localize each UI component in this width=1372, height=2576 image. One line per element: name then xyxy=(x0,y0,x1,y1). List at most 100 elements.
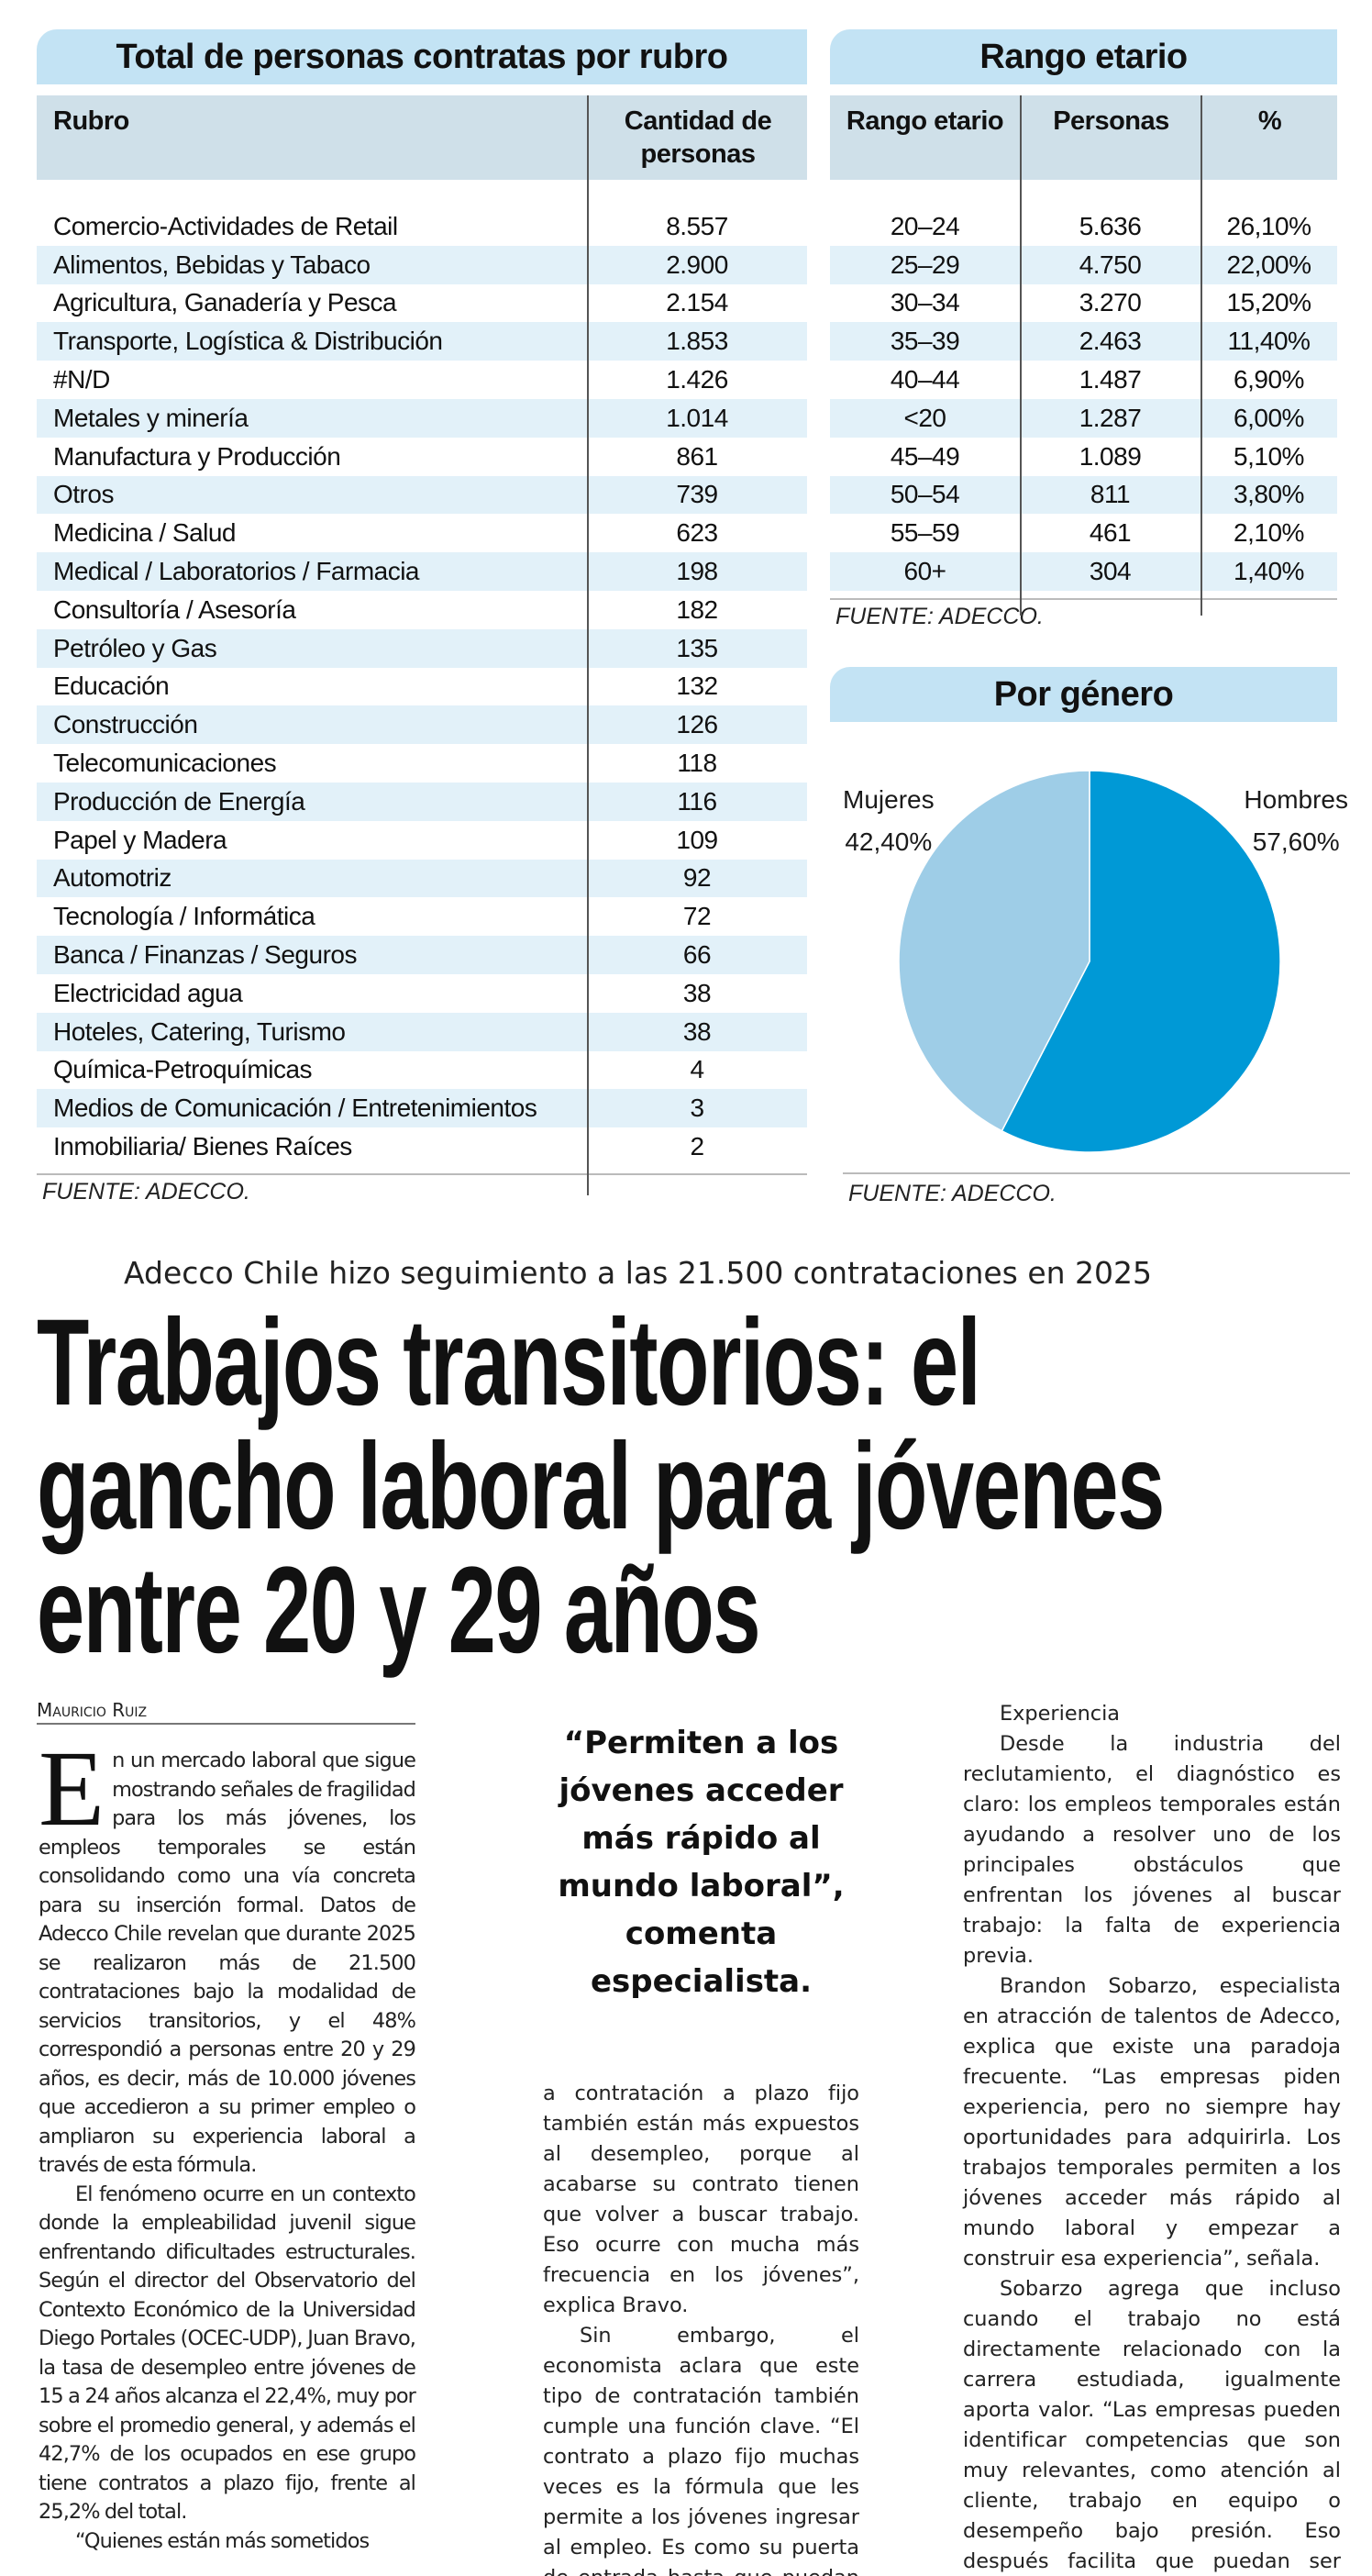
cantidad-cell: 72 xyxy=(682,902,712,931)
rubro-cell: #N/D xyxy=(53,365,110,394)
cantidad-cell: 623 xyxy=(676,518,718,548)
rubro-cell: Medios de Comunicación / Entretenimiento… xyxy=(53,1094,537,1123)
porcentaje-cell: 26,10% xyxy=(1226,211,1311,240)
rubro-cell: Construcción xyxy=(53,710,198,739)
table-row: Medios de Comunicación / Entretenimiento… xyxy=(37,1089,807,1128)
table-row: Hoteles, Catering, Turismo 38 xyxy=(37,1012,807,1051)
table-row: Educación 132 xyxy=(37,668,807,706)
pie-chart xyxy=(898,770,1281,1153)
rubro-cell: Química-Petroquímicas xyxy=(53,1055,313,1084)
porcentaje-cell: 2,10% xyxy=(1234,518,1304,548)
rubro-table-header: Rubro Cantidad de personas xyxy=(37,95,807,180)
cantidad-cell: 2.154 xyxy=(666,288,728,317)
table-row: 30–34 3.270 15,20% xyxy=(830,284,1337,323)
personas-cell: 304 xyxy=(1089,557,1132,586)
rubro-cell: Alimentos, Bebidas y Tabaco xyxy=(53,250,371,279)
rango-cell: 35–39 xyxy=(890,327,960,356)
divider xyxy=(830,597,1337,600)
table-row: Comercio-Actividades de Retail 8.557 xyxy=(37,207,807,246)
rubro-cell: Hoteles, Catering, Turismo xyxy=(53,1016,346,1046)
headline-line: gancho laboral para jóvenes xyxy=(37,1418,1165,1555)
table-row: Petróleo y Gas 135 xyxy=(37,628,807,668)
table-row: Papel y Madera 109 xyxy=(37,821,807,860)
table-row: Producción de Energía 116 xyxy=(37,782,807,821)
rubro-cell: Producción de Energía xyxy=(53,786,305,816)
pie-slice-mujeres xyxy=(898,770,1090,1132)
pull-quote: “Permiten a los jóvenes acceder más rápi… xyxy=(558,1725,845,2000)
table-row: Medical / Laboratorios / Farmacia 198 xyxy=(37,552,807,591)
cantidad-cell: 132 xyxy=(676,672,718,701)
cantidad-cell: 4 xyxy=(690,1055,704,1084)
rubro-cell: Manufactura y Producción xyxy=(53,441,341,471)
byline: Mauricio Ruiz xyxy=(37,1699,415,1725)
porcentaje-cell: 15,20% xyxy=(1226,288,1311,317)
personas-cell: 1.487 xyxy=(1079,365,1142,394)
rango-cell: 40–44 xyxy=(890,365,960,394)
header-rubro: Rubro xyxy=(53,106,129,136)
cantidad-cell: 66 xyxy=(682,940,712,970)
rubro-cell: Papel y Madera xyxy=(53,825,227,854)
personas-cell: 2.463 xyxy=(1079,327,1142,356)
porcentaje-cell: 22,00% xyxy=(1226,250,1311,279)
hombres-value: 57,60% xyxy=(1252,827,1340,856)
header-cantidad: Cantidad de personas xyxy=(587,95,807,180)
rango-cell: 60+ xyxy=(903,557,947,586)
cantidad-cell: 739 xyxy=(676,480,718,509)
cantidad-cell: 3 xyxy=(690,1094,704,1123)
cantidad-cell: 135 xyxy=(676,633,718,662)
gender-chart: Por género Mujeres 42,40% Hombres 57,60%… xyxy=(830,667,1350,1217)
rango-cell: 25–29 xyxy=(890,250,960,279)
header-porcentaje: % xyxy=(1200,95,1337,180)
table-row: Tecnología / Informática 72 xyxy=(37,897,807,936)
rubro-cell: Metales y minería xyxy=(53,403,249,432)
paragraph: a contratación a plazo fijo también está… xyxy=(543,2082,859,2317)
porcentaje-cell: 5,10% xyxy=(1234,441,1304,471)
article-column-2: a contratación a plazo fijo también está… xyxy=(543,2079,859,2576)
table-row: Inmobiliaria/ Bienes Raíces 2 xyxy=(37,1127,807,1166)
column-divider xyxy=(1200,180,1202,616)
personas-cell: 4.750 xyxy=(1079,250,1142,279)
table-row: #N/D 1.426 xyxy=(37,361,807,399)
subhead: Experiencia xyxy=(1000,1702,1121,1726)
personas-cell: 1.089 xyxy=(1079,441,1142,471)
rubro-cell: Agricultura, Ganadería y Pesca xyxy=(53,288,397,317)
cantidad-cell: 118 xyxy=(677,749,717,778)
table-row: Banca / Finanzas / Seguros 66 xyxy=(37,936,807,974)
rubro-cell: Petróleo y Gas xyxy=(53,633,217,662)
paragraph: Sin embargo, el economista aclara que es… xyxy=(543,2324,859,2576)
porcentaje-cell: 6,00% xyxy=(1234,403,1304,432)
cantidad-cell: 1.426 xyxy=(666,365,728,394)
rubro-source: FUENTE: ADECCO. xyxy=(42,1178,250,1205)
rubro-cell: Electricidad agua xyxy=(53,978,243,1007)
headline-line: Trabajos transitorios: el xyxy=(37,1294,981,1431)
personas-cell: 5.636 xyxy=(1079,211,1142,240)
table-row: 40–44 1.487 6,90% xyxy=(830,361,1337,399)
cantidad-cell: 861 xyxy=(676,441,718,471)
column-divider xyxy=(587,180,589,1195)
age-table-body: 20–24 5.636 26,10% 25–29 4.750 22,00% 30–34 3.2… xyxy=(830,180,1337,591)
personas-cell: 811 xyxy=(1090,480,1131,509)
table-row: Electricidad agua 38 xyxy=(37,974,807,1013)
mujeres-name: Mujeres xyxy=(843,785,935,814)
table-row: 60+ 304 1,40% xyxy=(830,552,1337,591)
table-row: Metales y minería 1.014 xyxy=(37,398,807,438)
paragraph: n un mercado laboral que sigue mostrando… xyxy=(39,1749,416,2177)
gender-chart-title: Por género xyxy=(830,667,1337,722)
cantidad-cell: 116 xyxy=(677,786,717,816)
paragraph: El fenómeno ocurre en un contexto donde … xyxy=(39,2182,416,2525)
hombres-label: Hombres 57,60% xyxy=(1244,779,1348,863)
rubro-cell: Medical / Laboratorios / Farmacia xyxy=(53,557,420,586)
headline: Trabajos transitorios: el gancho laboral… xyxy=(37,1301,1372,1672)
age-table-title: Rango etario xyxy=(830,29,1337,84)
paragraph: Brandon Sobarzo, especialista en atracci… xyxy=(963,1974,1341,2271)
cantidad-cell: 198 xyxy=(676,557,718,586)
cantidad-cell: 92 xyxy=(682,863,712,893)
rubro-table: Total de personas contratas por rubro Ru… xyxy=(37,29,807,1205)
age-table: Rango etario Rango etario Personas % 20–… xyxy=(830,29,1337,630)
rango-cell: 30–34 xyxy=(890,288,960,317)
rango-cell: 50–54 xyxy=(890,480,960,509)
table-row: 50–54 811 3,80% xyxy=(830,475,1337,515)
personas-cell: 1.287 xyxy=(1079,403,1142,432)
porcentaje-cell: 11,40% xyxy=(1227,327,1311,356)
table-row: Automotriz 92 xyxy=(37,859,807,898)
